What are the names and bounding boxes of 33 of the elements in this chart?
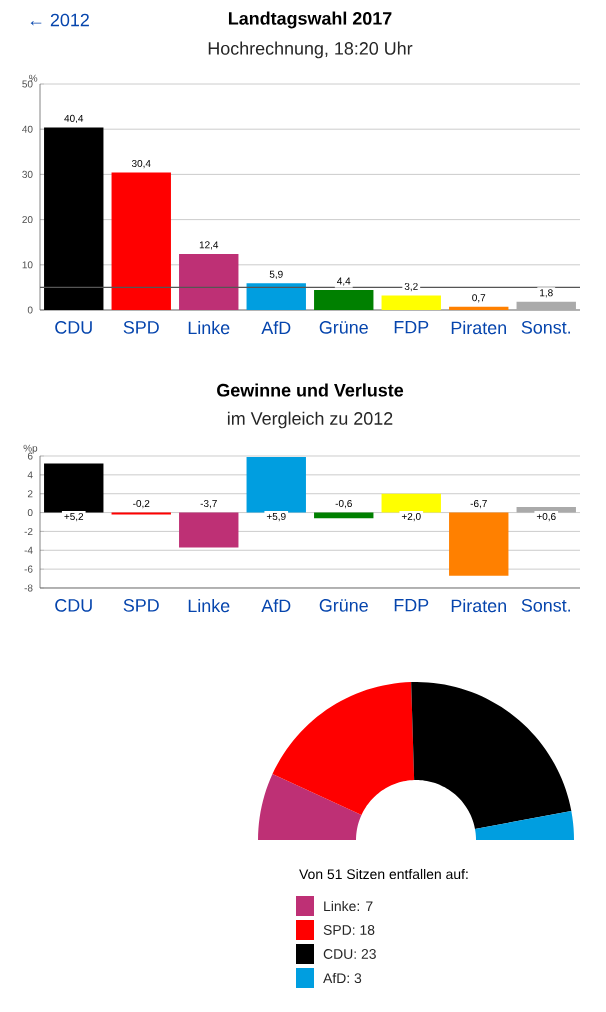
x-tick-label: FDP [394, 321, 429, 334]
bar [246, 283, 306, 310]
text: ← 2012 [30, 13, 89, 27]
x-tick-label: CDU [55, 321, 92, 334]
x-tick-label: AfD [261, 321, 291, 334]
chart-title: Gewinne und Verluste [217, 383, 404, 397]
x-tick-label: Grüne [319, 599, 368, 612]
x-tick-label: Sonst. [521, 321, 571, 334]
bar [381, 295, 441, 310]
x-tick-label: Linke [188, 599, 230, 613]
x-tick-label: SPD [123, 321, 159, 334]
x-tick-label: AfD [261, 599, 291, 612]
x-tick-label: FDP [394, 599, 429, 612]
x-tick-label: SPD [123, 599, 159, 612]
bar [381, 493, 441, 513]
bar [314, 290, 374, 310]
bar [44, 463, 104, 513]
bar [179, 512, 239, 548]
chart-title: Landtagswahl 2017 [228, 11, 392, 29]
chart-subtitle: im Vergleich zu 2012 [227, 411, 393, 429]
x-tick-label: Linke [188, 321, 230, 335]
bar [111, 172, 171, 310]
x-tick-label: Piraten [451, 321, 506, 335]
x-tick-label: Sonst. [521, 599, 571, 612]
x-tick-label: Piraten [451, 599, 506, 613]
x-tick-label: CDU [55, 599, 92, 612]
bar [516, 301, 576, 310]
bar [44, 127, 104, 310]
bar [179, 253, 239, 310]
x-tick-label: Grüne [319, 321, 368, 334]
bar [449, 512, 509, 576]
chart-subtitle: Hochrechnung, 18:20 Uhr [208, 41, 413, 59]
bar [246, 456, 306, 513]
